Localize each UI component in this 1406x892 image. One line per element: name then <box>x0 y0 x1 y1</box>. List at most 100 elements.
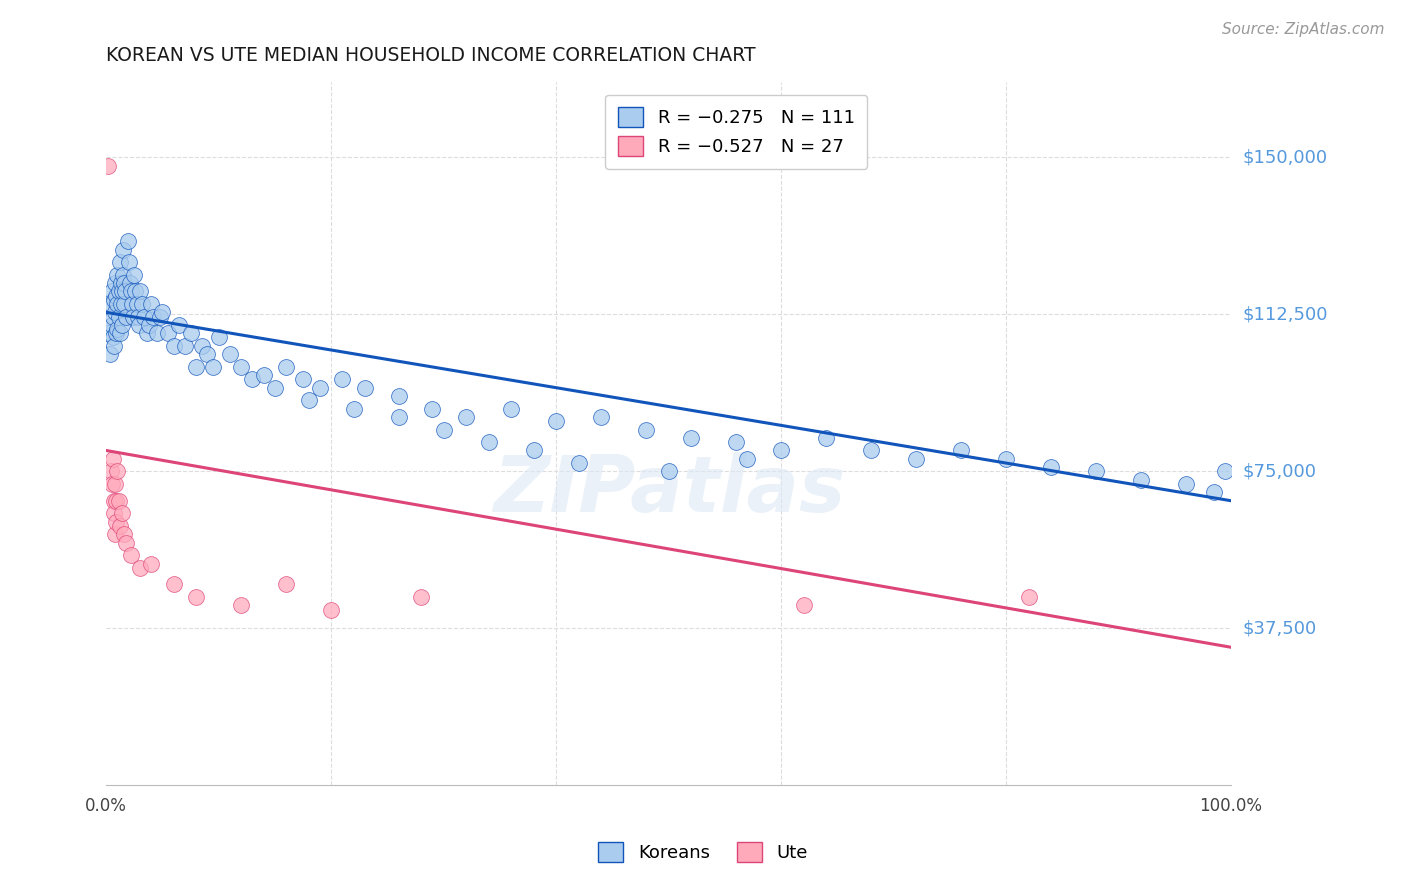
Point <box>112 276 135 290</box>
Point <box>202 359 225 374</box>
Point <box>725 435 748 450</box>
Point <box>591 409 613 424</box>
Point <box>98 347 121 361</box>
Text: $112,500: $112,500 <box>1243 305 1327 324</box>
Point <box>112 268 135 282</box>
Point <box>112 243 135 257</box>
Point <box>354 381 377 395</box>
Text: Source: ZipAtlas.com: Source: ZipAtlas.com <box>1222 22 1385 37</box>
Point <box>117 234 139 248</box>
Point <box>111 285 134 299</box>
Point <box>134 310 156 324</box>
Point <box>523 443 546 458</box>
Text: $75,000: $75,000 <box>1243 462 1316 481</box>
Point <box>105 493 128 508</box>
Point <box>242 372 264 386</box>
Point <box>110 276 132 290</box>
Point <box>107 310 129 324</box>
Point <box>157 326 180 341</box>
Point <box>135 326 157 341</box>
Legend: R = −0.275   N = 111, R = −0.527   N = 27: R = −0.275 N = 111, R = −0.527 N = 27 <box>605 95 868 169</box>
Point <box>142 310 165 324</box>
Point <box>101 477 124 491</box>
Point <box>128 318 150 332</box>
Point <box>101 310 124 324</box>
Point <box>120 548 142 562</box>
Point <box>103 493 125 508</box>
Point <box>219 347 242 361</box>
Point <box>501 401 523 416</box>
Point <box>100 297 122 311</box>
Point <box>105 288 128 302</box>
Point <box>276 359 298 374</box>
Point <box>208 330 231 344</box>
Text: $150,000: $150,000 <box>1243 148 1327 167</box>
Point <box>1204 485 1226 500</box>
Point <box>104 276 127 290</box>
Point <box>152 305 174 319</box>
Point <box>658 465 681 479</box>
Point <box>636 423 658 437</box>
Point <box>681 431 703 445</box>
Point <box>770 443 793 458</box>
Point <box>101 330 124 344</box>
Point <box>129 285 152 299</box>
Point <box>131 297 153 311</box>
Text: ZIPatlas: ZIPatlas <box>492 452 845 528</box>
Point <box>112 527 135 541</box>
Point <box>191 339 214 353</box>
Point <box>169 318 191 332</box>
Point <box>298 393 321 408</box>
Point <box>253 368 276 383</box>
Point <box>1040 460 1063 475</box>
Point <box>114 285 136 299</box>
Point <box>793 599 815 613</box>
Point <box>309 381 332 395</box>
Point <box>456 409 478 424</box>
Point <box>110 297 132 311</box>
Point <box>321 602 343 616</box>
Point <box>197 347 219 361</box>
Point <box>149 310 172 324</box>
Point <box>1018 590 1040 604</box>
Point <box>125 297 148 311</box>
Point <box>115 310 138 324</box>
Point <box>411 590 433 604</box>
Point <box>163 339 186 353</box>
Point <box>1175 477 1198 491</box>
Point <box>108 255 131 269</box>
Point <box>292 372 315 386</box>
Point <box>231 359 253 374</box>
Point <box>115 535 138 549</box>
Point <box>103 339 125 353</box>
Point <box>995 451 1018 466</box>
Point <box>433 423 456 437</box>
Point <box>105 326 128 341</box>
Point <box>121 297 143 311</box>
Text: $37,500: $37,500 <box>1243 619 1316 638</box>
Point <box>103 506 125 520</box>
Point <box>112 297 135 311</box>
Point <box>103 293 125 307</box>
Point <box>950 443 973 458</box>
Point <box>388 389 411 403</box>
Point <box>332 372 354 386</box>
Point <box>108 519 131 533</box>
Point <box>276 577 298 591</box>
Point <box>97 326 120 341</box>
Point <box>101 285 124 299</box>
Point <box>141 297 163 311</box>
Point <box>100 465 122 479</box>
Point <box>860 443 883 458</box>
Point <box>905 451 928 466</box>
Point <box>1130 473 1153 487</box>
Point <box>105 515 128 529</box>
Point <box>104 527 127 541</box>
Point <box>186 590 208 604</box>
Point <box>568 456 591 470</box>
Point <box>1085 465 1108 479</box>
Legend: Koreans, Ute: Koreans, Ute <box>591 835 815 870</box>
Point <box>737 451 759 466</box>
Point <box>264 381 287 395</box>
Point <box>118 276 141 290</box>
